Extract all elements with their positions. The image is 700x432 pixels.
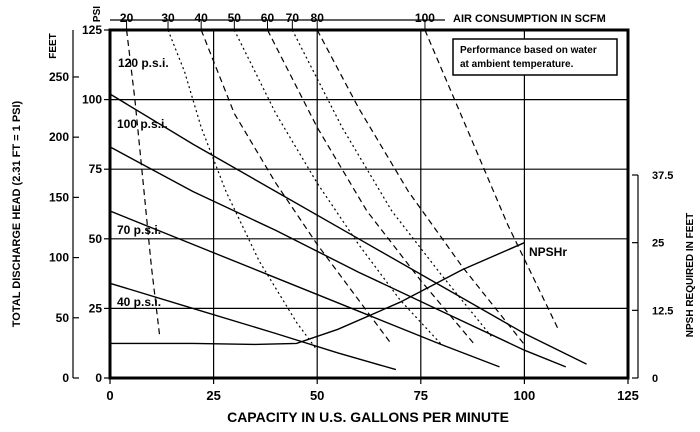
feet-tick-label-50: 50 [56, 311, 70, 325]
axes: 0 25 50 75 100 125050100150200250025507510012… [49, 11, 673, 403]
npshr-label-text: NPSHr [529, 245, 567, 259]
air-consumption-line-30 [167, 29, 318, 351]
y-axis-title: TOTAL DISCHARGE HEAD (2.31 FT = 1 PSI) [11, 100, 23, 327]
feet-tick-label-100: 100 [49, 251, 69, 265]
air-consumption-line-40 [200, 29, 393, 345]
x-tick-label-125: 125 [617, 388, 639, 403]
top-axis-title: AIR CONSUMPTION IN SCFM [453, 13, 606, 25]
top-tick-label-100: 100 [415, 11, 435, 25]
psi-tick-label-50: 50 [89, 232, 103, 246]
top-tick-label-70: 70 [286, 11, 300, 25]
feet-tick-label-150: 150 [49, 190, 69, 204]
x-tick-label-75: 75 [414, 388, 428, 403]
grid-lines [110, 30, 628, 378]
series-line-70-p-s-i [109, 210, 500, 368]
series-line-npshr [110, 242, 525, 346]
label-120-psi: 120 p.s.i. [118, 56, 169, 70]
top-tick-label-50: 50 [228, 11, 242, 25]
label-npshr: NPSHr [529, 245, 567, 259]
x-tick-label-100: 100 [514, 388, 536, 403]
air-consumption-line-20 [126, 29, 161, 337]
top-tick-label-20: 20 [120, 11, 134, 25]
right-tick-label-1: 12.5 [652, 305, 673, 317]
x-axis-title: CAPACITY IN U.S. GALLONS PER MINUTE [227, 409, 509, 425]
air-consumption-line-70 [291, 29, 492, 337]
feet-axis-title: FEET [48, 33, 59, 59]
series-line-100-p-s-i [109, 146, 567, 368]
note-frame [452, 38, 618, 76]
series-lines [109, 29, 587, 371]
plot-frame [108, 28, 630, 380]
series-line-120-p-s-i [109, 93, 587, 365]
label-40-psi: 40 p.s.i. [117, 295, 161, 309]
note-box: Performance based on water at ambient te… [452, 38, 618, 76]
right-tick-label-2: 25 [652, 238, 664, 250]
psi-tick-label-100: 100 [82, 93, 102, 107]
air-consumption-line-100 [424, 29, 559, 329]
feet-tick-label-200: 200 [49, 130, 69, 144]
series-line-40-p-s-i [109, 282, 397, 371]
x-tick-label-0: 0 [106, 388, 113, 403]
note-line-1: Performance based on water [460, 45, 597, 56]
note-line-2: at ambient temperature. [460, 59, 574, 70]
x-tick-label-25: 25 [206, 388, 220, 403]
top-tick-label-30: 30 [161, 11, 175, 25]
air-consumption-line-50 [233, 29, 442, 346]
psi-tick-label-125: 125 [82, 23, 102, 37]
right-tick-label-3: 37.5 [652, 170, 673, 182]
label-100-psi: 100 p.s.i. [117, 117, 168, 131]
top-tick-label-40: 40 [194, 11, 208, 25]
psi-tick-label-75: 75 [89, 162, 103, 176]
top-tick-label-80: 80 [311, 11, 325, 25]
psi-axis-title: PSI [92, 6, 103, 22]
psi-tick-label-25: 25 [89, 301, 103, 315]
x-tick-label-50: 50 [310, 388, 324, 403]
right-axis-title: NPSH REQUIRED IN FEET [685, 213, 696, 337]
feet-tick-label-0: 0 [62, 371, 69, 385]
feet-tick-label-250: 250 [49, 70, 69, 84]
psi-tick-label-0: 0 [95, 371, 102, 385]
air-consumption-line-60 [266, 29, 476, 345]
air-consumption-line-80 [316, 29, 525, 345]
top-tick-label-60: 60 [261, 11, 275, 25]
label-70-psi: 70 p.s.i. [117, 223, 161, 237]
right-tick-label-0: 0 [652, 373, 658, 385]
